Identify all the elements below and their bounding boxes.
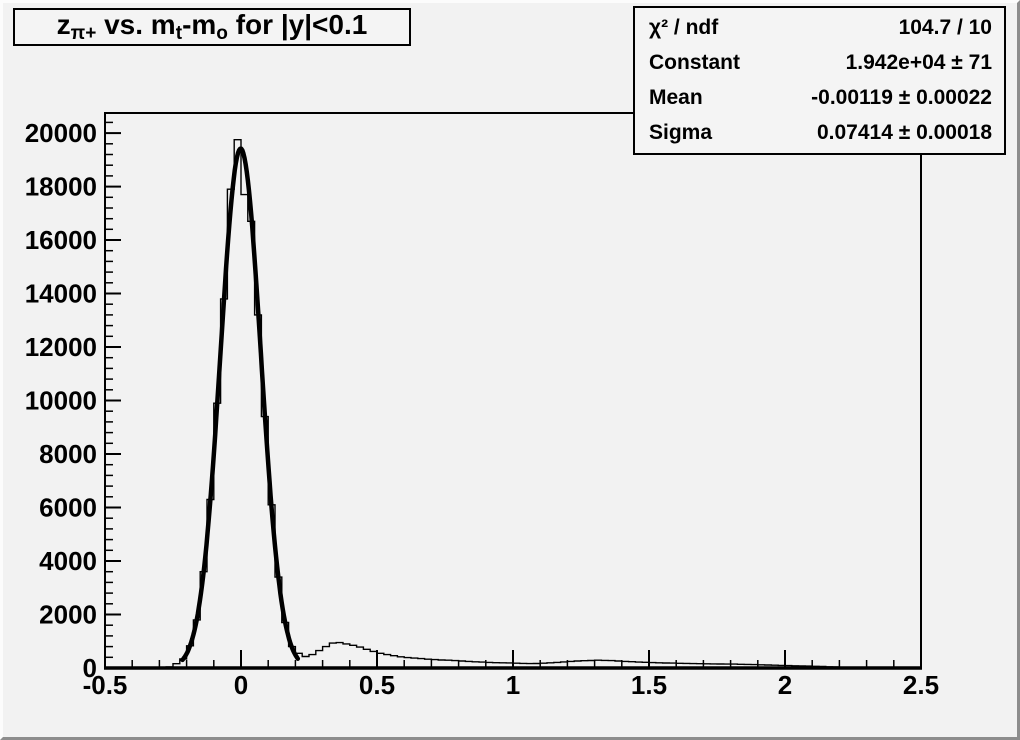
- x-tick-label: 2: [778, 670, 792, 700]
- plot-title: zπ+ vs. mt-mo for |y|<0.1: [56, 9, 368, 44]
- histogram-plot: -0.5 0 0.5 1 1.5 2 2.5020004000600080001000012…: [25, 112, 939, 700]
- stats-value: 104.7 / 10: [898, 16, 992, 40]
- stats-row-constant: Constant 1.942e+04 ± 71: [635, 46, 1004, 80]
- stats-label: Mean: [649, 85, 703, 109]
- y-tick-label: 0: [83, 653, 97, 683]
- stats-value: 0.07414 ± 0.00018: [816, 120, 992, 144]
- title-box: zπ+ vs. mt-mo for |y|<0.1: [13, 8, 411, 46]
- stats-row-sigma: Sigma 0.07414 ± 0.00018: [635, 116, 1004, 150]
- y-tick-label: 10000: [25, 386, 97, 416]
- stats-value: 1.942e+04 ± 71: [845, 51, 992, 75]
- y-tick-label: 2000: [39, 600, 97, 630]
- y-tick-label: 4000: [39, 546, 97, 576]
- y-tick-label: 12000: [25, 332, 97, 362]
- stats-row-mean: Mean -0.00119 ± 0.00022: [635, 81, 1004, 115]
- x-tick-label: 1.5: [631, 670, 667, 700]
- stats-label: χ² / ndf: [649, 16, 719, 40]
- stats-label: Sigma: [649, 120, 713, 144]
- stats-value: -0.00119 ± 0.00022: [811, 85, 992, 109]
- x-tick-label: -0.5: [83, 670, 128, 700]
- title-subscript: π+: [70, 22, 97, 44]
- y-tick-label: 8000: [39, 439, 97, 469]
- x-tick-label: 2.5: [903, 670, 939, 700]
- title-subscript: t: [175, 22, 183, 44]
- stats-box: χ² / ndf 104.7 / 10 Constant 1.942e+04 ±…: [633, 6, 1006, 155]
- y-tick-label: 16000: [25, 225, 97, 255]
- y-tick-label: 18000: [25, 172, 97, 202]
- stats-label: Constant: [649, 51, 740, 75]
- x-tick-label: 0.5: [359, 670, 395, 700]
- x-tick-label: 0: [234, 670, 248, 700]
- y-tick-label: 6000: [39, 493, 97, 523]
- stats-row-chi2: χ² / ndf 104.7 / 10: [635, 11, 1004, 45]
- title-subscript: o: [216, 22, 228, 44]
- x-tick-label: 1: [506, 670, 520, 700]
- y-tick-label: 20000: [25, 118, 97, 148]
- fit-curve: [180, 146, 301, 663]
- y-tick-label: 14000: [25, 279, 97, 309]
- histogram-line: [105, 139, 922, 669]
